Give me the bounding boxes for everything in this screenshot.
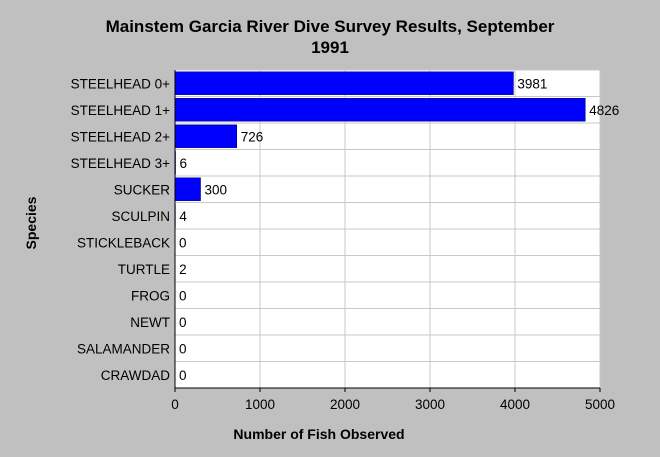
bar	[175, 177, 201, 201]
category-label: SALAMANDER	[77, 341, 170, 356]
data-label: 3981	[517, 76, 547, 91]
data-label: 300	[205, 182, 228, 197]
data-label: 726	[241, 129, 264, 144]
category-label: STEELHEAD 0+	[71, 76, 171, 91]
data-label: 0	[179, 368, 187, 383]
data-label: 4826	[589, 103, 619, 118]
data-label: 4	[179, 209, 187, 224]
chart-title-line-2: 1991	[311, 38, 349, 57]
category-label: TURTLE	[118, 262, 170, 277]
bar	[175, 71, 514, 95]
x-axis-label: Number of Fish Observed	[233, 426, 405, 442]
category-label: SUCKER	[114, 182, 171, 197]
chart-title-line-1: Mainstem Garcia River Dive Survey Result…	[105, 17, 555, 36]
category-label: STICKLEBACK	[77, 235, 170, 250]
x-tick-label: 2000	[330, 397, 360, 412]
category-label: CRAWDAD	[101, 368, 170, 383]
data-label: 6	[180, 156, 188, 171]
category-label: STEELHEAD 1+	[71, 103, 171, 118]
x-tick-label: 4000	[500, 397, 530, 412]
data-label: 0	[179, 315, 187, 330]
category-label: NEWT	[130, 315, 170, 330]
x-tick-label: 0	[171, 397, 179, 412]
data-label: 0	[179, 235, 187, 250]
bar	[175, 124, 237, 148]
category-label: SCULPIN	[111, 209, 170, 224]
category-label: STEELHEAD 3+	[71, 156, 171, 171]
chart-title: Mainstem Garcia River Dive Survey Result…	[0, 16, 660, 58]
x-tick-label: 1000	[245, 397, 275, 412]
category-label: FROG	[131, 288, 170, 303]
data-label: 0	[179, 288, 187, 303]
data-label: 0	[179, 341, 187, 356]
x-tick-label: 5000	[585, 397, 615, 412]
x-tick-label: 3000	[415, 397, 445, 412]
category-label: STEELHEAD 2+	[71, 129, 171, 144]
bar	[175, 98, 586, 122]
data-label: 2	[179, 262, 187, 277]
